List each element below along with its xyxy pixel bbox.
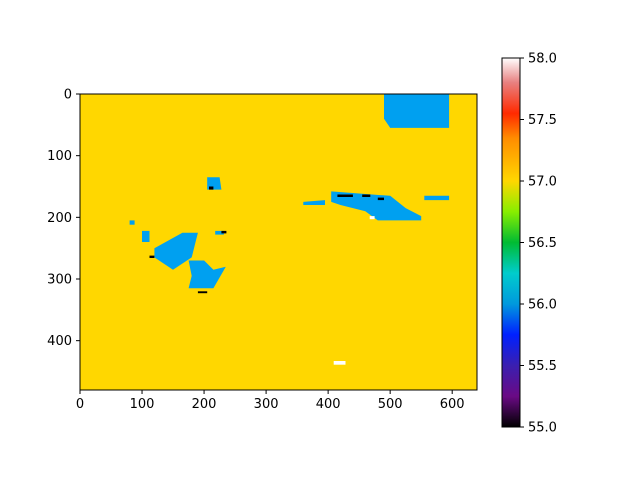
- heatmap-region-0: [384, 94, 450, 128]
- heatmap-region-16: [221, 230, 227, 234]
- plot-frame: [79, 93, 478, 391]
- x-tick-label: 200: [192, 397, 217, 412]
- x-tick-label: 100: [130, 397, 155, 412]
- colorbar-tick-label: 56.5: [528, 236, 557, 251]
- heatmap-region-3: [424, 195, 450, 201]
- x-tick-label: 400: [316, 397, 341, 412]
- y-tick-label: 100: [47, 149, 72, 164]
- y-tick-label: 0: [64, 88, 72, 103]
- colorbar-tick-label: 55.5: [528, 359, 557, 374]
- colorbar-tick-label: 58.0: [528, 52, 557, 67]
- heatmap-region-15: [197, 291, 208, 294]
- heatmap-region-14: [149, 255, 155, 258]
- y-axis: 0 100 200 300 400: [47, 88, 80, 349]
- y-tick-label: 400: [47, 334, 72, 349]
- x-tick-label: 0: [76, 397, 84, 412]
- colorbar-tick-label: 56.0: [528, 298, 557, 313]
- heatmap-region-11: [362, 194, 371, 197]
- heatmap-region-18: [369, 216, 375, 220]
- heatmap-region-8: [142, 230, 150, 242]
- colorbar-axis: 55.0 55.5 56.0 56.5 57.0 57.5 58.0: [520, 52, 557, 436]
- heatmap-region-7: [129, 220, 135, 225]
- heatmap-region-6: [188, 260, 226, 289]
- x-tick-label: 300: [254, 397, 279, 412]
- heatmap-region-2: [303, 200, 325, 205]
- heatmap-region-1: [331, 191, 422, 221]
- heatmap-regions: [129, 94, 450, 365]
- x-axis: 0 100 200 300 400 500 600: [76, 390, 465, 412]
- y-tick-label: 200: [47, 211, 72, 226]
- colorbar-tick-label: 57.5: [528, 113, 557, 128]
- heatmap-region-13: [209, 186, 214, 190]
- y-tick-label: 300: [47, 273, 72, 288]
- x-tick-label: 600: [440, 397, 465, 412]
- colorbar: [501, 57, 521, 428]
- heatmap-region-17: [333, 361, 346, 365]
- heatmap-region-12: [377, 197, 384, 201]
- heatmap-region-5: [154, 232, 198, 270]
- colorbar-tick-label: 57.0: [528, 175, 557, 190]
- heatmap-region-10: [337, 194, 353, 197]
- x-tick-label: 500: [378, 397, 403, 412]
- heatmap-background: [80, 94, 477, 390]
- colorbar-tick-label: 55.0: [528, 421, 557, 436]
